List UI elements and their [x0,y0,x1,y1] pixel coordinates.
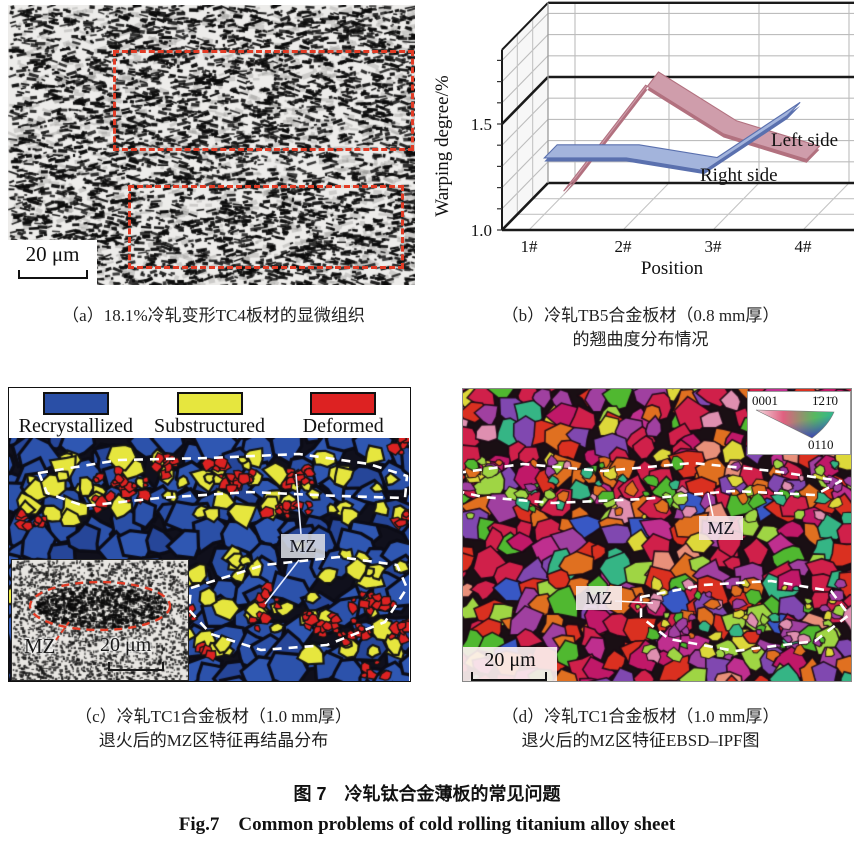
legend-swatch-deformed [310,392,377,415]
panel-c-caption-line2: 退火后的MZ区特征再结晶分布 [98,731,329,750]
warpage-chart-svg: 1.0 1.5 Warping degree/% 1# 2# 3# 4# Position Le… [434,1,854,279]
svg-text:1#: 1# [521,237,539,256]
panel-b-caption: （b）冷轧TB5合金板材（0.8 mm厚） 的翘曲度分布情况 [427,304,854,352]
svg-text:Position: Position [641,258,704,279]
mz-label-inset: MZ [24,634,56,658]
mz-label-d-upper: MZ [699,516,743,540]
svg-text:1.0: 1.0 [471,221,492,240]
panel-c-legend: Recrystallized Substructured Deformed [9,388,410,438]
panel-b-caption-line1: （b）冷轧TB5合金板材（0.8 mm厚） [501,306,780,325]
scale-bar-d-bracket [471,672,547,681]
panel-c-caption-line1: （c）冷轧TC1合金板材（1.0 mm厚） [75,707,352,726]
panel-d-ipf-map: MZ MZ 20 μm 0001 1̄21̄0 0110 [462,388,852,682]
legend-item-substructured: Substructured [143,388,277,438]
panel-c-zone-annotations [37,452,409,652]
svg-text:Right side: Right side [700,165,778,186]
ipf-corner-0001: 0001 [752,393,778,408]
scale-bar-d: 20 μm [463,647,557,681]
ipf-corner-0110: 0110 [808,437,834,452]
svg-text:4#: 4# [795,237,813,256]
svg-text:2#: 2# [615,237,633,256]
inset-scale-label: 20 μm [100,634,152,656]
ipf-color-key: 0001 1̄21̄0 0110 [747,391,851,455]
inset-scale-bracket [108,662,164,671]
svg-text:Warping degree/%: Warping degree/% [434,75,453,217]
panel-d-caption-line1: （d）冷轧TC1合金板材（1.0 mm厚） [501,707,780,726]
svg-text:1.5: 1.5 [471,115,492,134]
panel-d-caption: （d）冷轧TC1合金板材（1.0 mm厚） 退火后的MZ区特征EBSD–IPF图 [427,705,854,753]
legend-label-substructured: Substructured [153,415,266,437]
svg-text:Left side: Left side [771,130,838,151]
scale-bar-d-label: 20 μm [484,649,536,671]
figure-caption-zh: 图 7 冷轧钛合金薄板的常见问题 [293,784,561,804]
legend-item-deformed: Deformed [276,388,410,438]
panel-b-warpage-chart: 1.0 1.5 Warping degree/% 1# 2# 3# 4# Position Le… [434,0,854,280]
panel-c-inset-micrograph: MZ 20 μm [11,559,189,681]
panel-c-recrystallization-map: Recrystallized Substructured Deformed MZ… [8,387,411,682]
panel-a-micrograph: 20 μm [8,5,415,285]
inset-annotations [28,580,172,641]
svg-text:3#: 3# [705,237,723,256]
panel-a-caption: （a）18.1%冷轧变形TC4板材的显微组织 [62,306,365,325]
legend-swatch-substructured [176,392,243,415]
mz-label-d-lower: MZ [576,586,622,610]
legend-item-recrystallized: Recrystallized [9,388,143,438]
legend-label-recrystallized: Recrystallized [18,415,134,437]
figure-caption-en: Fig.7 Common problems of cold rolling ti… [178,814,676,835]
scale-bar-a-bracket [18,270,88,279]
panel-d-caption-line2: 退火后的MZ区特征EBSD–IPF图 [521,731,760,750]
panel-c-caption: （c）冷轧TC1合金板材（1.0 mm厚） 退火后的MZ区特征再结晶分布 [0,705,427,753]
mz-label-c: MZ [281,534,325,558]
panel-b-caption-line2: 的翘曲度分布情况 [572,330,709,349]
panel-c-map-area: MZ MZ 20 μm [9,438,409,681]
legend-swatch-recrystallized [42,392,109,415]
marked-region [113,50,414,151]
scale-bar-a: 20 μm [8,240,97,285]
marked-region [128,185,404,269]
legend-label-deformed: Deformed [302,415,384,437]
ipf-corner-1210: 1̄21̄0 [812,393,838,408]
ipf-triangle [755,409,835,439]
scale-bar-a-label: 20 μm [25,242,80,266]
